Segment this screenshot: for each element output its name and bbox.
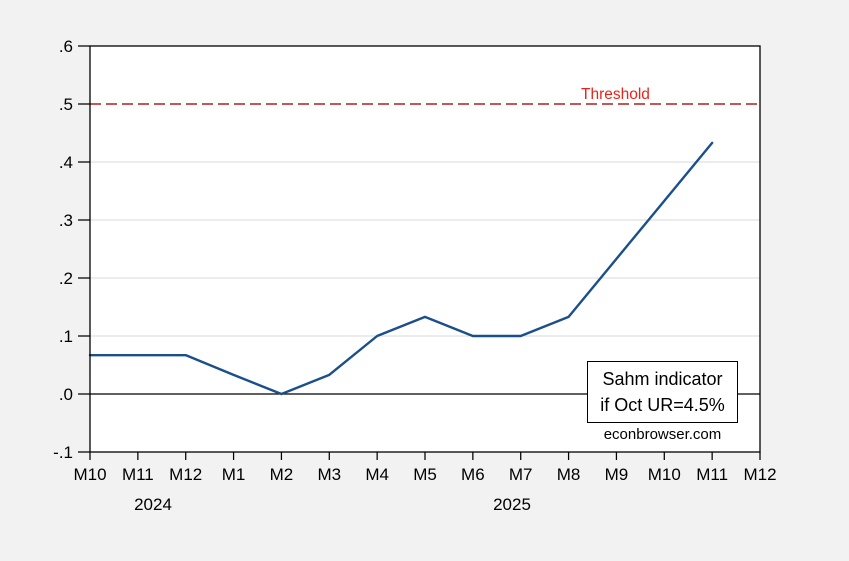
x-axis-year-2024: 2024 xyxy=(134,495,172,514)
x-tick-label: M7 xyxy=(509,465,533,484)
x-tick-label: M10 xyxy=(648,465,681,484)
y-tick-label: .0 xyxy=(59,385,73,404)
y-tick-label: -.1 xyxy=(53,443,73,462)
x-tick-label: M8 xyxy=(557,465,581,484)
x-axis-year-2025: 2025 xyxy=(493,495,531,514)
x-tick-label: M5 xyxy=(413,465,437,484)
y-tick-label: .4 xyxy=(59,153,73,172)
x-tick-label: M12 xyxy=(743,465,776,484)
watermark-text: econbrowser.com xyxy=(603,426,722,443)
x-tick-label: M12 xyxy=(169,465,202,484)
y-tick-label: .1 xyxy=(59,327,73,346)
series-annotation-line2: if Oct UR=4.5% xyxy=(600,395,725,415)
plot-border xyxy=(89,45,761,453)
y-tick-label: .5 xyxy=(59,95,73,114)
y-tick-label: .3 xyxy=(59,211,73,230)
x-tick-label: M9 xyxy=(605,465,629,484)
x-tick-label: M6 xyxy=(461,465,485,484)
series-line xyxy=(88,141,714,396)
x-tick-label: M11 xyxy=(696,465,728,484)
y-tick-label: .6 xyxy=(59,37,73,56)
x-tick-label: M2 xyxy=(270,465,294,484)
x-tick-label: M3 xyxy=(317,465,341,484)
series-annotation-box: Sahm indicator if Oct UR=4.5% xyxy=(587,361,738,423)
y-tick-label: .2 xyxy=(59,269,73,288)
x-tick-label: M10 xyxy=(73,465,106,484)
series-annotation-line1: Sahm indicator xyxy=(602,369,723,389)
x-tick-label: M1 xyxy=(222,465,246,484)
threshold-label: Threshold xyxy=(581,86,650,103)
x-tick-label: M11 xyxy=(122,465,154,484)
x-tick-label: M4 xyxy=(365,465,389,484)
